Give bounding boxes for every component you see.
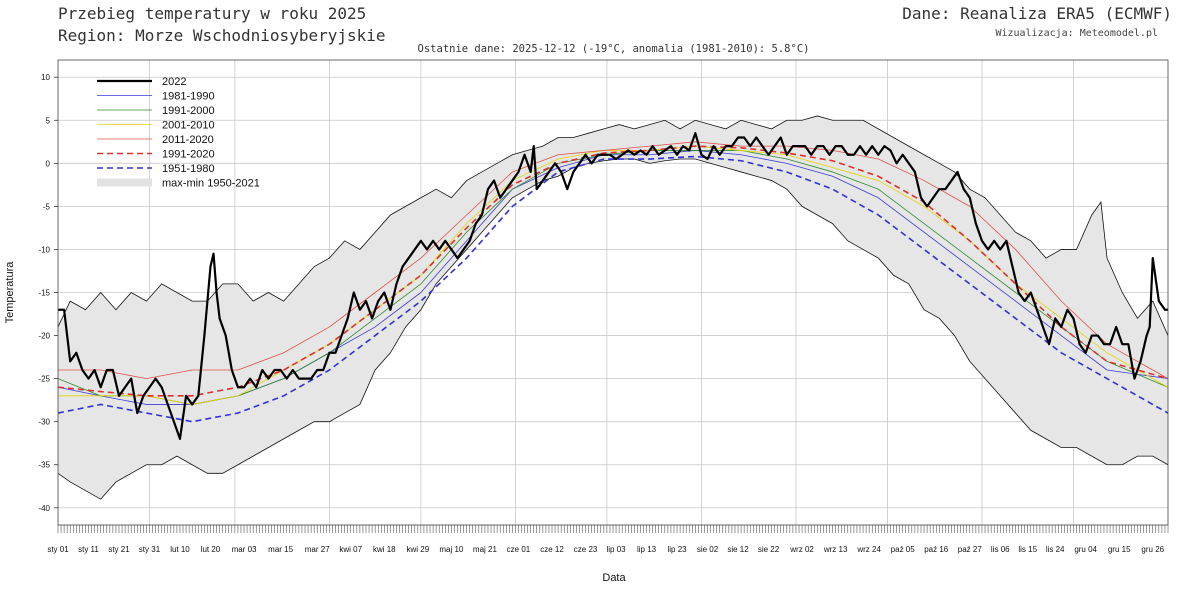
y-tick-label: -25 xyxy=(38,375,50,384)
x-tick-label: kwi 18 xyxy=(373,545,396,554)
chart-title: Przebieg temperatury w roku 2025 xyxy=(58,4,367,23)
y-tick-label: -15 xyxy=(38,289,50,298)
x-tick-label: maj 10 xyxy=(439,545,464,554)
legend-label: 2011-2020 xyxy=(162,134,214,146)
x-tick-label: gru 04 xyxy=(1074,545,1097,554)
legend-label: 1981-1990 xyxy=(162,91,215,103)
x-tick-label: mar 27 xyxy=(305,545,330,554)
y-tick-label: -20 xyxy=(38,332,50,341)
range-band xyxy=(57,115,1169,500)
legend-label: 2001-2010 xyxy=(162,120,215,132)
x-tick-label: sty 01 xyxy=(47,545,69,554)
y-tick-label: 0 xyxy=(46,159,51,168)
y-tick-label: -35 xyxy=(38,461,50,470)
series-line-1951-1980 xyxy=(57,155,1169,423)
x-tick-label: sie 02 xyxy=(697,545,719,554)
x-tick-label: lis 06 xyxy=(991,545,1010,554)
y-tick-label: -40 xyxy=(38,504,50,513)
x-tick-label: cze 12 xyxy=(540,545,564,554)
band-min-line xyxy=(57,158,1169,500)
legend-label: 1991-2020 xyxy=(162,149,215,161)
x-tick-label: sty 21 xyxy=(108,545,130,554)
chart-region: Region: Morze Wschodniosyberyjskie xyxy=(58,26,386,45)
y-tick-label: -5 xyxy=(43,202,51,211)
x-tick-label: paź 05 xyxy=(891,545,916,554)
x-tick-label: sty 11 xyxy=(78,545,99,554)
x-tick-label: lip 13 xyxy=(637,545,657,554)
y-tick-label: -30 xyxy=(38,418,50,427)
x-tick-label: kwi 29 xyxy=(406,545,429,554)
y-tick-label: 10 xyxy=(41,73,50,82)
x-tick-label: gru 15 xyxy=(1108,545,1131,554)
x-tick-label: wrz 02 xyxy=(789,545,814,554)
legend-label: 2022 xyxy=(162,76,186,88)
x-tick-label: lut 20 xyxy=(201,545,221,554)
x-tick-label: sie 12 xyxy=(727,545,749,554)
data-source: Dane: Reanaliza ERA5 (ECMWF) xyxy=(902,4,1172,23)
x-tick-label: paź 16 xyxy=(924,545,949,554)
series-line-2022 xyxy=(58,132,1168,440)
x-tick-label: maj 21 xyxy=(473,545,498,554)
x-tick-label: mar 03 xyxy=(232,545,257,554)
x-tick-label: gru 26 xyxy=(1141,545,1164,554)
x-tick-label: sty 31 xyxy=(139,545,161,554)
visualization-credit: Wizualizacja: Meteomodel.pl xyxy=(995,28,1158,39)
y-tick-label: 5 xyxy=(46,116,51,125)
series-line-2011-2020 xyxy=(58,141,1169,380)
x-tick-label: mar 15 xyxy=(268,545,293,554)
x-axis-label: Data xyxy=(602,572,626,584)
legend-label: max-min 1950-2021 xyxy=(162,178,260,190)
x-tick-label: lip 23 xyxy=(667,545,687,554)
x-tick-label: cze 23 xyxy=(574,545,598,554)
x-tick-label: wrz 13 xyxy=(823,545,848,554)
series xyxy=(57,132,1169,440)
band-fill xyxy=(58,115,1168,500)
x-tick-label: sie 22 xyxy=(758,545,780,554)
y-axis-label: Temperatura xyxy=(4,261,16,324)
x-tick-label: cze 01 xyxy=(507,545,531,554)
x-tick-label: lis 24 xyxy=(1046,545,1065,554)
legend-label: 1951-1980 xyxy=(162,163,215,175)
last-data-note: Ostatnie dane: 2025-12-12 (-19°C, anomal… xyxy=(417,43,810,55)
band-max-line xyxy=(57,115,1169,336)
legend: 2022 1981-1990 1991-2000 2001-2010 2011-2020… xyxy=(97,76,260,190)
x-tick-label: wrz 24 xyxy=(856,545,881,554)
x-tick-label: paź 27 xyxy=(958,545,983,554)
x-tick-label: lis 15 xyxy=(1018,545,1037,554)
x-tick-label: lut 10 xyxy=(170,545,190,554)
x-tick-label: lip 03 xyxy=(606,545,626,554)
y-tick-label: -10 xyxy=(38,245,50,254)
axes: 10 5 0 -5 -10 -15 -20 -25 -30 -35 -40 sty 01 sty 11 s… xyxy=(38,59,1169,554)
x-tick-label: kwi 07 xyxy=(339,545,362,554)
legend-label: 1991-2000 xyxy=(162,105,215,117)
